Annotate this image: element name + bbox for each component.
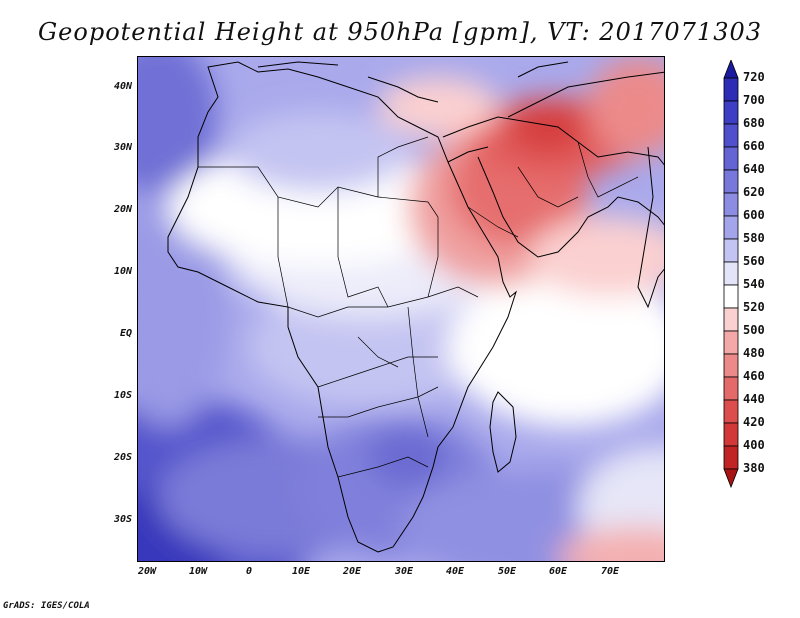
colorbar-label: 640: [743, 162, 765, 176]
y-tick-label: 30S: [113, 514, 132, 525]
x-tick-label: 60E: [548, 566, 568, 577]
colorbar-label: 680: [743, 116, 765, 130]
colorbar-cell: [723, 192, 739, 217]
colorbar-label: 540: [743, 277, 765, 291]
x-tick-label: 10E: [291, 566, 311, 577]
colorbar-bottom-arrow: [723, 468, 739, 489]
x-tick-label: 20W: [137, 566, 157, 577]
chart-title: Geopotential Height at 950hPa [gpm], VT:…: [38, 18, 762, 46]
colorbar-label: 440: [743, 392, 765, 406]
colorbar-label: 420: [743, 415, 765, 429]
colorbar-cell: [723, 123, 739, 148]
colorbar: [723, 60, 739, 489]
y-tick-label: EQ: [119, 328, 132, 339]
colorbar-cell: [723, 169, 739, 194]
colorbar-label: 460: [743, 369, 765, 383]
colorbar-label: 380: [743, 461, 765, 475]
grads-credit: GrADS: IGES/COLA: [3, 601, 90, 611]
colorbar-cell: [723, 330, 739, 355]
y-tick-label: 10N: [113, 266, 132, 277]
height-field-map: [138, 57, 664, 561]
x-tick-label: 70E: [600, 566, 620, 577]
colorbar-cell: [723, 146, 739, 171]
colorbar-cell: [723, 399, 739, 424]
colorbar-cell: [723, 215, 739, 240]
colorbar-cell: [723, 77, 739, 102]
colorbar-label: 400: [743, 438, 765, 452]
y-tick-label: 40N: [113, 81, 132, 92]
colorbar-label: 560: [743, 254, 765, 268]
colorbar-label: 620: [743, 185, 765, 199]
x-tick-label: 50E: [497, 566, 517, 577]
colorbar-cell: [723, 238, 739, 263]
x-tick-label: 30E: [394, 566, 414, 577]
colorbar-label: 720: [743, 70, 765, 84]
colorbar-cell: [723, 353, 739, 378]
country-borders: [198, 136, 639, 478]
colorbar-label: 500: [743, 323, 765, 337]
colorbar-label: 700: [743, 93, 765, 107]
colorbar-label: 660: [743, 139, 765, 153]
colorbar-label: 600: [743, 208, 765, 222]
coastlines: [167, 61, 664, 553]
colorbar-label: 480: [743, 346, 765, 360]
colorbar-top-arrow: [723, 60, 739, 79]
shaded-field: [138, 57, 664, 561]
colorbar-cell: [723, 307, 739, 332]
y-tick-label: 10S: [113, 390, 132, 401]
colorbar-cell: [723, 284, 739, 309]
x-tick-label: 20E: [342, 566, 362, 577]
colorbar-cell: [723, 445, 739, 470]
colorbar-cell: [723, 100, 739, 125]
colorbar-cell: [723, 376, 739, 401]
x-tick-label: 10W: [188, 566, 208, 577]
y-tick-label: 20S: [113, 452, 132, 463]
colorbar-label: 580: [743, 231, 765, 245]
colorbar-cell: [723, 422, 739, 447]
y-tick-label: 20N: [113, 204, 132, 215]
map-panel: [137, 56, 665, 562]
colorbar-cell: [723, 261, 739, 286]
colorbar-label: 520: [743, 300, 765, 314]
x-tick-label: 40E: [445, 566, 465, 577]
x-tick-label: 0: [245, 566, 253, 577]
y-tick-label: 30N: [113, 142, 132, 153]
